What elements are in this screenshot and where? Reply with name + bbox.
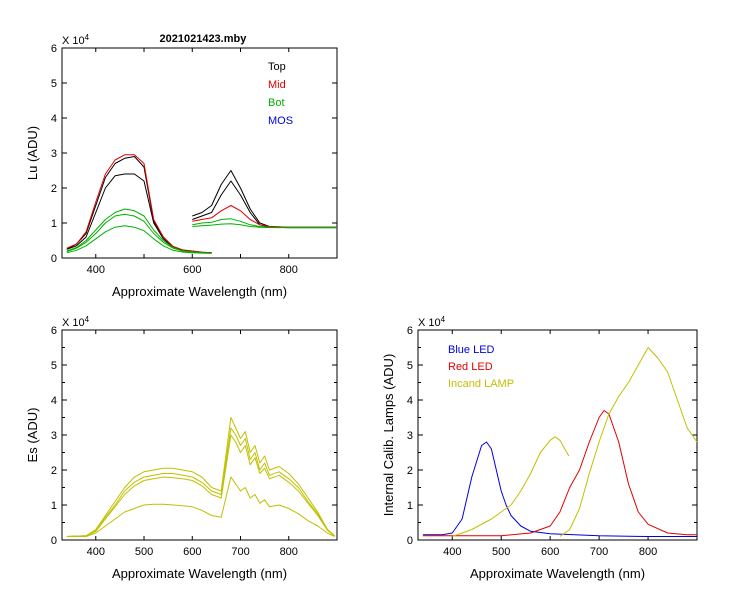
lamps-ytick-label: 0	[407, 535, 413, 547]
lamps-xtick-label: 600	[541, 546, 559, 558]
es-series-line	[66, 476, 335, 537]
lamps-series-line	[559, 347, 698, 537]
lamps-xtick-label: 700	[590, 546, 608, 558]
es-xtick-label: 700	[231, 546, 249, 558]
es-ytick-label: 2	[51, 465, 57, 477]
es-exponent-label: X 104	[62, 315, 90, 329]
es-ytick-label: 4	[51, 395, 57, 407]
lu-exponent-label: X 104	[62, 33, 90, 47]
lamps-legend-entry: Incand LAMP	[448, 378, 514, 390]
lu-legend-entry: Bot	[268, 97, 285, 109]
lu-xtick-label: 800	[280, 264, 298, 276]
lamps-xtick-label: 400	[443, 546, 461, 558]
lamps-legend-entry: Blue LED	[448, 344, 495, 356]
lu-xtick-label: 600	[183, 264, 201, 276]
es-ytick-label: 0	[51, 535, 57, 547]
lu-exponent-power: 4	[85, 33, 90, 42]
es-plot: X 104 400 500 600 700 800 0 1 2 3 4 5 6 Approximate W…	[25, 315, 338, 581]
lu-ytick-label: 0	[51, 253, 57, 265]
es-ytick-label: 5	[51, 360, 57, 372]
es-xlabel: Approximate Wavelength (nm)	[112, 566, 287, 581]
lamps-exponent-power: 4	[441, 315, 446, 324]
lu-legend-entry: Mid	[268, 79, 286, 91]
lamps-series-line	[422, 410, 697, 537]
lamps-series-line	[452, 436, 570, 537]
lu-ytick-label: 1	[51, 218, 57, 230]
lamps-ytick-label: 4	[407, 395, 413, 407]
lu-ytick-label: 2	[51, 183, 57, 195]
lamps-ylabel: Internal Calib. Lamps (ADU)	[381, 354, 396, 517]
lu-xtick-label: 400	[87, 264, 105, 276]
lamps-exponent-label: X 104	[418, 315, 446, 329]
lamps-ytick-label: 6	[407, 325, 413, 337]
es-series-line	[66, 417, 335, 537]
es-ytick-label: 3	[51, 430, 57, 442]
es-ytick-label: 1	[51, 500, 57, 512]
lamps-ytick-label: 3	[407, 430, 413, 442]
lu-plot: 2021021423.mby X 104 400 600 800 0 1 2 3 4 5 6 Appro…	[25, 33, 338, 299]
es-series-line	[66, 427, 335, 537]
lamps-plot: X 104 400 500 600 700 800 0 1 2 3 4 5 6 Approximate W…	[381, 315, 698, 581]
es-series-line	[66, 434, 335, 537]
es-ytick-label: 6	[51, 325, 57, 337]
lamps-legend-entry: Red LED	[448, 361, 493, 373]
es-xtick-label: 600	[183, 546, 201, 558]
lu-ytick-label: 4	[51, 113, 57, 125]
lu-series-line	[66, 213, 212, 254]
lamps-xtick-label: 500	[492, 546, 510, 558]
lu-legend-entry: MOS	[268, 115, 293, 127]
lu-legend-entry: Top	[268, 61, 286, 73]
lamps-xtick-label: 800	[639, 546, 657, 558]
lu-xlabel: Approximate Wavelength (nm)	[112, 284, 287, 299]
lu-series-line	[192, 223, 337, 229]
lamps-ytick-label: 1	[407, 500, 413, 512]
es-xtick-label: 400	[87, 546, 105, 558]
lamps-ytick-label: 2	[407, 465, 413, 477]
es-exponent-power: 4	[85, 315, 90, 324]
lu-ytick-label: 6	[51, 43, 57, 55]
es-xtick-label: 800	[280, 546, 298, 558]
lu-ytick-label: 3	[51, 148, 57, 160]
es-xtick-label: 500	[135, 546, 153, 558]
lu-ylabel: Lu (ADU)	[25, 126, 40, 180]
lu-axes-frame	[61, 47, 338, 259]
lamps-ytick-label: 5	[407, 360, 413, 372]
lu-series-line	[192, 180, 337, 229]
lu-series-line	[66, 154, 212, 254]
lu-ytick-label: 5	[51, 78, 57, 90]
lamps-series-line	[422, 441, 697, 537]
lu-series-line	[66, 225, 212, 254]
lu-series-line	[192, 170, 337, 228]
lu-title: 2021021423.mby	[160, 33, 248, 45]
lamps-xlabel: Approximate Wavelength (nm)	[470, 566, 645, 581]
es-ylabel: Es (ADU)	[25, 408, 40, 463]
es-axes-frame	[61, 329, 338, 541]
